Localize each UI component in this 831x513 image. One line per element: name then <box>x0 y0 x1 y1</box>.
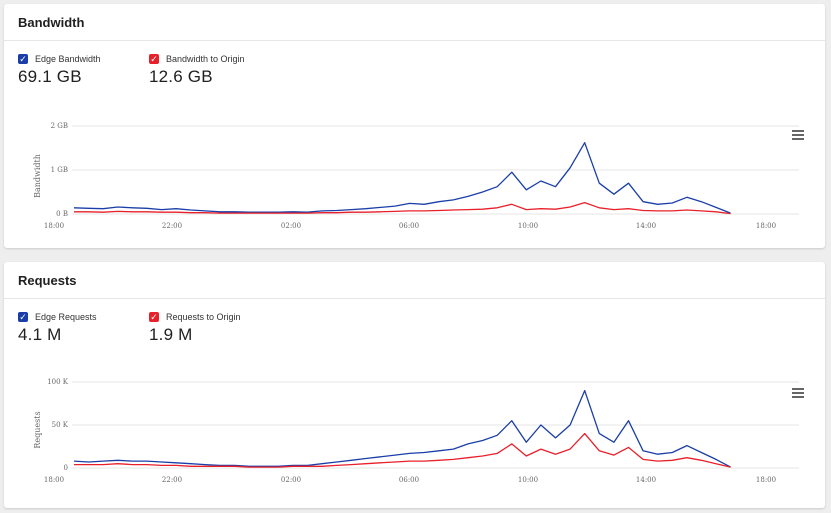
y-tick-label: 100 K <box>47 378 69 386</box>
x-tick-label: 14:00 <box>636 476 656 484</box>
y-tick-label: 0 B <box>56 210 68 218</box>
x-tick-label: 10:00 <box>518 476 538 484</box>
bandwidth-to-origin-total: 12.6 GB <box>149 67 213 86</box>
checkbox-checked-icon[interactable]: ✓ <box>18 54 28 64</box>
edge-bandwidth-total: 69.1 GB <box>18 67 82 86</box>
legend-label: Edge Requests <box>35 312 97 322</box>
edge-bandwidth-toggle[interactable]: ✓ Edge Bandwidth <box>18 54 138 64</box>
legend-label: Edge Bandwidth <box>35 54 101 64</box>
y-axis-title: Requests <box>33 411 42 448</box>
x-tick-label: 06:00 <box>399 222 419 230</box>
legend-edge-requests: ✓ Edge Requests 4.1 M <box>18 312 138 345</box>
y-tick-label: 1 GB <box>51 166 68 174</box>
legend-requests-to-origin: ✓ Requests to Origin 1.9 M <box>149 312 269 345</box>
x-tick-label: 18:00 <box>756 222 776 230</box>
y-tick-label: 0 <box>64 464 68 472</box>
origin-series-line <box>74 432 731 468</box>
legend-bandwidth-to-origin: ✓ Bandwidth to Origin 12.6 GB <box>149 54 269 87</box>
requests-panel: Requests ✓ Edge Requests 4.1 M ✓ Request… <box>4 262 825 508</box>
y-tick-label: 50 K <box>52 421 69 429</box>
checkbox-checked-icon[interactable]: ✓ <box>149 312 159 322</box>
requests-chart: 0 50 K 100 K 18:00 22:00 02:00 06:00 10:00 14:00… <box>33 378 799 484</box>
bandwidth-chart: 0 B 1 GB 2 GB 18:00 22:00 02:00 06:00 10:00 14:0… <box>33 122 799 230</box>
hamburger-menu-icon[interactable] <box>792 388 804 398</box>
y-tick-label: 2 GB <box>51 122 68 130</box>
bandwidth-panel: Bandwidth ✓ Edge Bandwidth 69.1 GB ✓ Ban… <box>4 4 825 248</box>
hamburger-menu-icon[interactable] <box>792 130 804 140</box>
x-tick-label: 18:00 <box>44 222 64 230</box>
checkbox-checked-icon[interactable]: ✓ <box>18 312 28 322</box>
panel-title: Requests <box>4 262 825 299</box>
x-tick-label: 06:00 <box>399 476 419 484</box>
x-tick-label: 02:00 <box>281 476 301 484</box>
x-tick-label: 18:00 <box>44 476 64 484</box>
requests-to-origin-total: 1.9 M <box>149 325 193 344</box>
x-tick-label: 22:00 <box>162 476 182 484</box>
x-tick-label: 10:00 <box>518 222 538 230</box>
requests-to-origin-toggle[interactable]: ✓ Requests to Origin <box>149 312 269 322</box>
panel-title: Bandwidth <box>4 4 825 41</box>
edge-requests-toggle[interactable]: ✓ Edge Requests <box>18 312 138 322</box>
legend-label: Bandwidth to Origin <box>166 54 245 64</box>
legend-label: Requests to Origin <box>166 312 241 322</box>
x-tick-label: 14:00 <box>636 222 656 230</box>
x-tick-label: 02:00 <box>281 222 301 230</box>
x-tick-label: 22:00 <box>162 222 182 230</box>
bandwidth-to-origin-toggle[interactable]: ✓ Bandwidth to Origin <box>149 54 269 64</box>
edge-series-line <box>73 389 731 468</box>
legend-edge-bandwidth: ✓ Edge Bandwidth 69.1 GB <box>18 54 138 87</box>
checkbox-checked-icon[interactable]: ✓ <box>149 54 159 64</box>
y-axis-title: Bandwidth <box>33 154 42 198</box>
edge-requests-total: 4.1 M <box>18 325 62 344</box>
x-tick-label: 18:00 <box>756 476 776 484</box>
origin-series-line <box>74 201 731 215</box>
edge-series-line <box>73 142 731 214</box>
